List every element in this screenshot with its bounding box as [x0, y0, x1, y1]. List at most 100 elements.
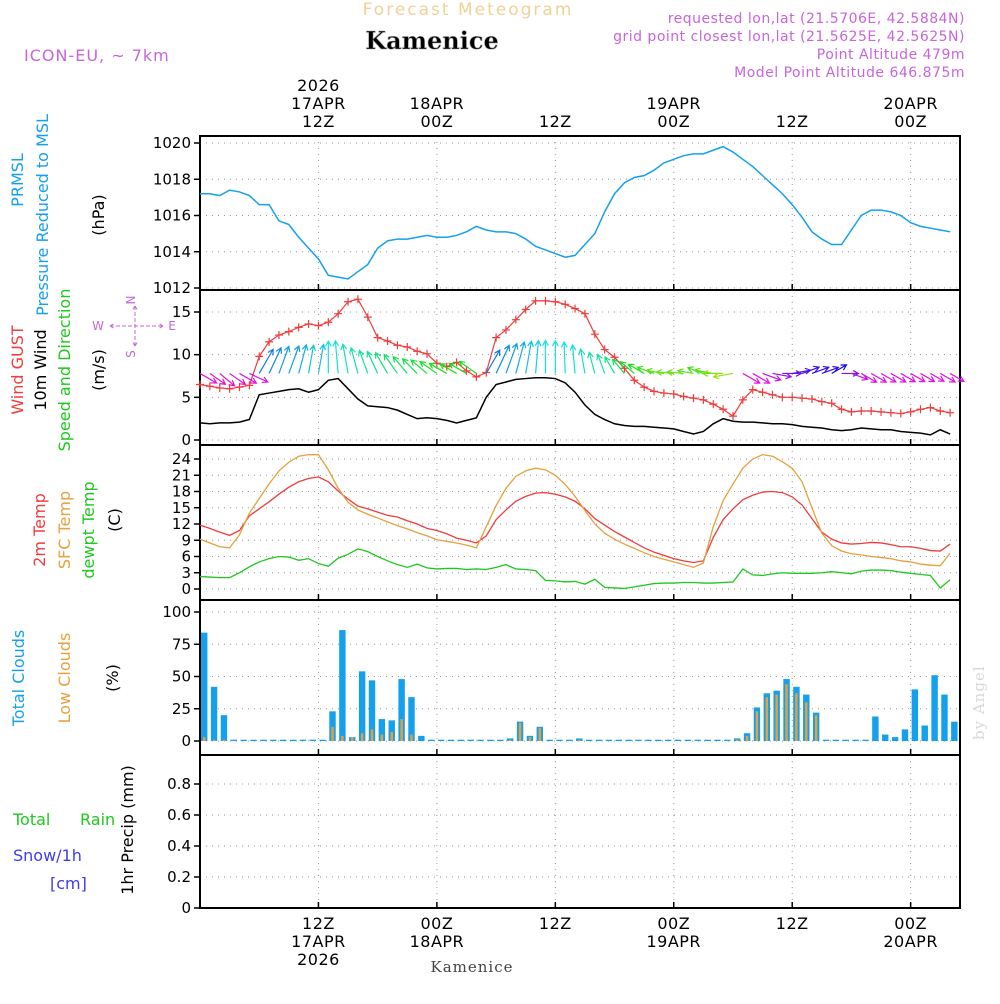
total-clouds-bar [457, 739, 465, 741]
total-clouds-bar [585, 739, 593, 741]
y-tick-label: 0 [181, 899, 191, 917]
gust-marker [274, 331, 283, 340]
y-tick-label: 50 [172, 668, 191, 686]
total-clouds-bar [832, 739, 840, 741]
low-clouds-bar [735, 739, 739, 741]
wind-direction-arrow [811, 365, 830, 375]
wind-direction-arrow [366, 350, 379, 374]
total-clouds-bar [566, 739, 573, 741]
gust-marker [778, 393, 787, 402]
total-clouds-bar [378, 719, 386, 741]
wind-direction-arrow [458, 360, 477, 374]
wind-direction-arrow [920, 372, 936, 383]
point-altitude: Point Altitude 479m [817, 47, 965, 63]
total-clouds-bar [309, 739, 316, 741]
time-label-top: 12Z [776, 112, 809, 131]
pressure-panel: 1012 1014 1016 1018 1020 [153, 134, 961, 297]
y-tick-label: 1012 [153, 279, 191, 297]
gust-marker [827, 399, 836, 408]
time-label-top: 00Z [657, 112, 690, 131]
total-clouds-bar [279, 739, 287, 741]
y-tick-label: 75 [172, 635, 191, 653]
wind-direction-arrow [324, 339, 332, 374]
y-tick-label: 0.6 [167, 806, 191, 824]
wind-direction-arrow [317, 343, 327, 374]
compass-n: N [124, 296, 138, 305]
gust-marker [669, 389, 678, 398]
total-clouds-bar [891, 737, 899, 741]
total-clouds-bar [655, 739, 662, 741]
low-clouds-bar [755, 711, 759, 741]
gust-marker [837, 405, 846, 414]
time-label-bottom: 17APR [291, 932, 346, 951]
low-clouds-bar [814, 715, 818, 741]
wind-direction-arrow [410, 359, 428, 374]
wind-direction-arrow [619, 360, 635, 374]
total-clouds-bar [368, 680, 376, 741]
wind-direction-arrow [587, 351, 596, 374]
wind-direction-arrow [636, 365, 655, 375]
y-tick-label: 1016 [153, 207, 191, 225]
temp-2m-line [199, 476, 951, 564]
low-clouds-bar [538, 728, 542, 741]
wind-direction-arrow [229, 372, 247, 386]
wind-direction-arrow [782, 370, 803, 377]
time-label-top: 12Z [539, 112, 572, 131]
gust-marker [551, 297, 560, 306]
wind-direction-arrow [880, 372, 897, 383]
wind-direction-arrow [448, 362, 467, 374]
wind-ylabel-wind: 10m Wind [31, 329, 50, 410]
wind-direction-arrow [249, 372, 269, 383]
wind-direction-arrow [665, 369, 684, 376]
gust-marker [284, 327, 293, 336]
gust-marker [334, 309, 343, 318]
temp-ylabel-dewpt: dewpt Temp [79, 481, 98, 578]
total-clouds-bar [398, 679, 405, 741]
gust-marker [205, 382, 214, 391]
total-clouds-bar [576, 738, 583, 741]
gust-marker [541, 296, 550, 305]
wind-direction-arrow [392, 355, 408, 374]
y-tick-label: 21 [172, 466, 191, 484]
gust-marker [344, 297, 353, 306]
wind-direction-arrow [676, 368, 694, 375]
total-clouds-bar [319, 739, 326, 741]
model-altitude: Model Point Altitude 646.875m [734, 65, 965, 81]
total-clouds-bar [862, 739, 869, 741]
time-label-top: 17APR [291, 94, 346, 113]
total-clouds-bar [358, 671, 366, 741]
total-clouds-bar [210, 686, 218, 741]
y-tick-label: 12 [172, 515, 191, 533]
wind-direction-arrow [199, 372, 218, 384]
wind-direction-arrow [258, 348, 274, 374]
wind-direction-arrow [525, 339, 534, 374]
wind-unit: (m/s) [89, 349, 108, 391]
y-tick-label: 1018 [153, 170, 191, 188]
footer-location: Kamenice [431, 958, 514, 976]
total-clouds-bar [951, 721, 958, 741]
wind-direction-arrow [219, 372, 236, 387]
total-clouds-bar [260, 739, 267, 741]
compass-e: E [168, 319, 176, 333]
low-clouds-bar [331, 726, 334, 741]
y-tick-label: 10 [172, 346, 191, 364]
low-clouds-bar [202, 737, 206, 741]
gust-marker [225, 384, 234, 393]
total-clouds-bar [674, 739, 682, 741]
time-label-top: 12Z [302, 112, 335, 131]
wind-direction-arrow [949, 372, 965, 382]
wind-direction-arrow [569, 343, 577, 374]
low-clouds-bar [222, 739, 226, 741]
y-tick-label: 100 [162, 603, 191, 621]
wind-direction-arrow [900, 372, 917, 383]
total-clouds-bar [270, 739, 277, 741]
clouds-panel: 0 25 50 75 100 [162, 599, 961, 756]
time-label-top: 00Z [894, 112, 927, 131]
wind-direction-arrow [939, 372, 957, 383]
gust-marker [788, 393, 797, 402]
total-clouds-bar [901, 729, 909, 741]
total-clouds-bar [467, 739, 474, 741]
wind-speed-line [199, 376, 951, 436]
wind-direction-arrow [542, 339, 549, 374]
wind-direction-arrow [831, 364, 848, 374]
